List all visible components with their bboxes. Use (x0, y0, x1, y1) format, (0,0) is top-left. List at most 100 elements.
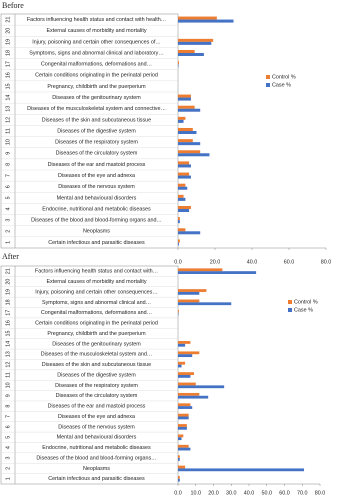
legend-swatch (288, 300, 292, 304)
category-label: External causes of morbidity and mortali… (46, 279, 146, 285)
bar (178, 205, 191, 209)
row-number: 6 (5, 425, 11, 428)
row-number: 8 (5, 163, 11, 166)
category-label: Neoplasms (83, 229, 110, 235)
bar (178, 476, 180, 479)
category-label: Endocrine, nutritional and metabolic dis… (42, 445, 151, 451)
bar (178, 38, 214, 42)
bar (178, 119, 184, 123)
bar (178, 424, 187, 427)
category-label: Diseases of the nervous system (58, 184, 135, 190)
category-label: Diseases of the blood and blood-forming … (36, 455, 156, 461)
bar (178, 186, 188, 190)
bar (178, 268, 223, 272)
bar (178, 395, 209, 399)
category-label: Diseases of the ear and mastoid process (48, 404, 146, 410)
x-tick-label: 40.0 (244, 490, 255, 496)
bar (178, 341, 191, 344)
category-label: Injury, poisoning and certain other cons… (32, 39, 160, 45)
bar (178, 116, 186, 120)
row-number: 11 (5, 128, 11, 134)
row-number: 19 (5, 39, 11, 45)
category-label: Diseases of the musculoskeletal system a… (27, 106, 166, 112)
category-label: Diseases of the blood and blood-forming … (31, 218, 162, 224)
legend-swatch (266, 75, 270, 79)
category-label: Diseases of the respiratory system (55, 140, 138, 146)
row-number: 9 (5, 152, 11, 155)
bar (178, 271, 257, 274)
bar (178, 478, 180, 482)
bar (178, 447, 191, 451)
bar (178, 458, 180, 461)
bar (178, 97, 191, 101)
category-label: Neoplasms (83, 466, 110, 472)
category-label: Diseases of the nervous system (58, 424, 135, 430)
bar (178, 302, 232, 306)
bar (178, 197, 186, 201)
bar (178, 194, 184, 198)
row-number: 18 (5, 50, 11, 56)
category-label: Diseases of the skin and subcutaneous ti… (42, 362, 151, 368)
bar (178, 53, 204, 57)
row-number: 2 (5, 230, 11, 233)
x-tick-label: 30.0 (226, 490, 237, 496)
bar (178, 49, 195, 53)
row-number: 15 (5, 330, 11, 336)
row-number: 21 (5, 17, 11, 23)
bar (178, 434, 184, 438)
row-number: 2 (5, 467, 11, 470)
category-label: Injury, poisoning and certain other cons… (35, 289, 157, 295)
bar (178, 183, 186, 187)
category-label: Pregnancy, childbirth and the puerperium (47, 84, 146, 90)
x-tick-label: 40.0 (247, 259, 258, 265)
row-number: 17 (5, 310, 11, 316)
bar (178, 228, 186, 232)
bar (178, 291, 200, 295)
bar (178, 150, 201, 154)
bar (178, 239, 180, 243)
x-tick-label: 10.0 (191, 490, 202, 496)
x-tick-label: 80.0 (315, 490, 326, 496)
bar (178, 108, 201, 112)
bar (178, 231, 201, 235)
bar (178, 19, 234, 23)
row-number: 17 (5, 61, 11, 67)
category-label: Congenital malformations, deformations a… (41, 310, 152, 316)
row-number: 3 (5, 219, 11, 222)
category-label: Diseases of the circulatory system (56, 393, 138, 399)
bar (178, 426, 187, 430)
category-label: Symptoms, signs and abnormal clinical an… (42, 300, 151, 306)
row-number: 4 (5, 446, 11, 449)
bar (178, 351, 200, 355)
category-label: Diseases of the respiratory system (55, 383, 138, 389)
category-label: Diseases of the eye and adnexa (58, 173, 135, 179)
bar (178, 41, 212, 45)
category-label: Diseases of the eye and adnexa (58, 414, 135, 420)
row-number: 9 (5, 394, 11, 397)
bar (178, 354, 193, 358)
bar (178, 209, 190, 213)
row-number: 18 (5, 299, 11, 305)
x-tick-label: 60.0 (279, 490, 290, 496)
category-label: Factors influencing health status and co… (35, 269, 158, 275)
row-number: 1 (5, 477, 11, 480)
x-tick-label: 50.0 (262, 490, 273, 496)
category-label: Diseases of the musculoskeletal system a… (41, 352, 152, 358)
x-tick-label: 20.0 (208, 490, 219, 496)
bar (178, 61, 179, 65)
row-number: 14 (5, 341, 11, 347)
category-label: Certain conditions originating in the pe… (35, 321, 158, 327)
row-number: 7 (5, 174, 11, 177)
category-label: Certain infectious and parasitic disease… (48, 240, 145, 246)
bar (178, 455, 180, 459)
x-tick-label: 80.0 (321, 259, 332, 265)
panel-title: Before (2, 1, 24, 10)
bar (178, 444, 189, 448)
bar (178, 403, 191, 407)
bar (178, 468, 305, 472)
category-label: Diseases of the digestive system (57, 128, 136, 134)
legend-label: Control % (272, 74, 296, 80)
legend-label: Control % (294, 299, 318, 305)
x-tick-label: 0.0 (174, 490, 182, 496)
bar (178, 139, 193, 143)
